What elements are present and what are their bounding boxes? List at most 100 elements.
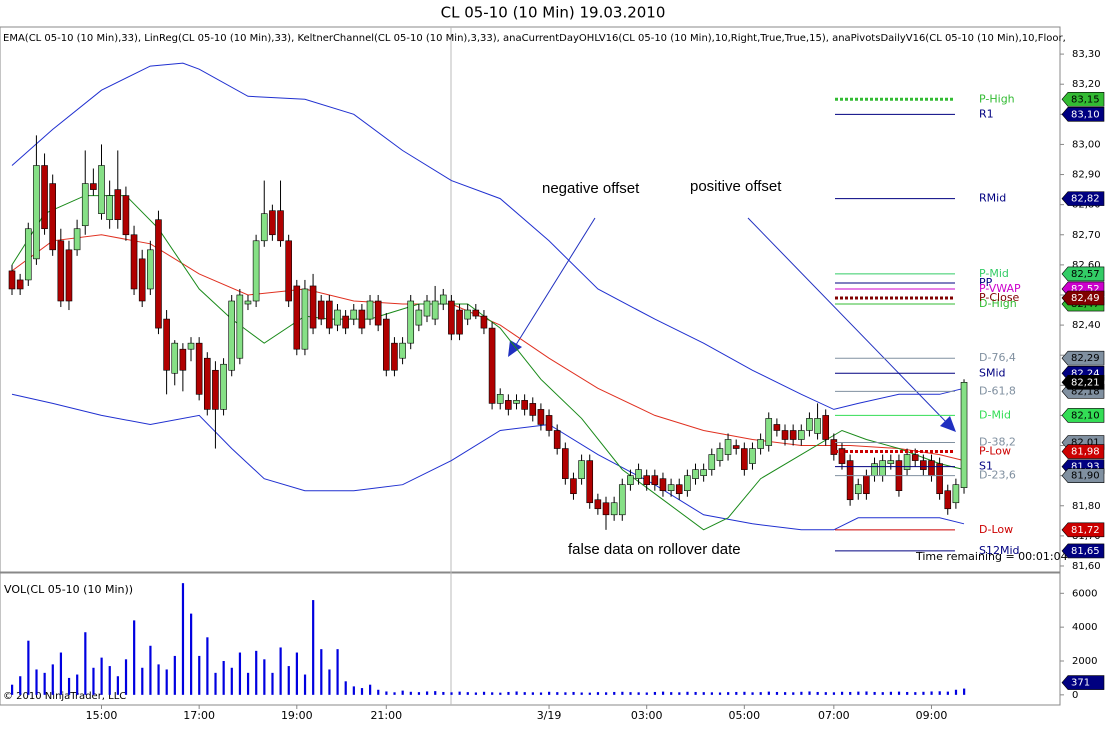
price-tag-label: 83,10 xyxy=(1071,109,1100,120)
candle-body xyxy=(24,228,32,281)
volume-bar xyxy=(613,691,616,695)
volume-bar xyxy=(767,691,770,695)
volume-bar xyxy=(360,688,364,695)
volume-bar xyxy=(727,692,730,695)
candle-body xyxy=(529,403,537,416)
candle-body xyxy=(212,369,219,410)
candle-body xyxy=(358,309,366,329)
candle-body xyxy=(138,258,146,302)
volume-bar xyxy=(181,583,185,695)
volume-bar xyxy=(784,692,787,695)
y-tick-label: 81,80 xyxy=(1072,501,1101,512)
pivot-name: RMid xyxy=(979,192,1006,205)
last-price-tag-label: 82,21 xyxy=(1071,377,1100,388)
candle-body xyxy=(334,309,341,326)
candle-body xyxy=(285,240,292,302)
candle-body xyxy=(741,448,748,470)
candle-body xyxy=(952,484,960,504)
volume-bar xyxy=(190,613,193,695)
price-tag-label: 81,65 xyxy=(1071,546,1100,557)
volume-bar xyxy=(92,667,95,695)
volume-bar xyxy=(670,692,673,695)
volume-bar xyxy=(100,657,103,695)
candle-body xyxy=(513,400,520,404)
volume-bar xyxy=(661,691,665,695)
volume-bar xyxy=(539,692,543,695)
candle-body xyxy=(187,342,195,350)
candle-body xyxy=(545,415,553,431)
x-tick-label: 09:00 xyxy=(916,709,948,722)
volume-bar xyxy=(59,652,63,695)
price-tag xyxy=(1061,91,1105,107)
candle-body xyxy=(464,309,471,320)
arrow-head xyxy=(508,340,522,357)
candle-body xyxy=(675,484,683,495)
candle-body xyxy=(562,448,569,479)
volume-bar xyxy=(523,692,526,695)
volume-bar xyxy=(889,691,892,695)
volume-tag xyxy=(1061,675,1105,690)
volume-bar xyxy=(450,692,453,695)
indicator-line xyxy=(11,62,965,410)
volume-bar xyxy=(588,692,591,695)
price-tag xyxy=(1061,290,1105,306)
volume-bar xyxy=(482,691,486,695)
chart-title: CL 05-10 (10 Min) 19.03.2010 xyxy=(441,4,666,22)
annotation: positive offset xyxy=(690,178,782,195)
candle-body xyxy=(773,424,781,431)
candle-body xyxy=(578,460,585,479)
volume-bar xyxy=(637,692,640,695)
candle-body xyxy=(155,219,162,329)
volume-bar xyxy=(238,652,242,695)
candle-body xyxy=(130,234,138,290)
indicator-line xyxy=(11,393,965,531)
pivot-name: P-Low xyxy=(979,445,1011,458)
volume-bar xyxy=(328,669,331,695)
volume-bar xyxy=(108,666,111,695)
candle-body xyxy=(814,418,821,434)
volume-bar xyxy=(222,661,225,695)
price-tag xyxy=(1061,444,1105,459)
price-tag-label: 82,10 xyxy=(1071,410,1100,421)
pivot-name: S12Mid xyxy=(979,544,1020,557)
volume-bar xyxy=(930,691,933,695)
last-price-tag xyxy=(1061,375,1105,390)
candle-body xyxy=(610,502,618,516)
y-tick-label: 2000 xyxy=(1072,656,1097,667)
candle-body xyxy=(407,300,415,344)
pivot-name: P-VWAP xyxy=(979,282,1021,295)
volume-bar xyxy=(710,692,713,695)
volume-bar xyxy=(67,677,71,695)
candle-body xyxy=(439,294,447,305)
volume-bar xyxy=(312,600,315,695)
volume-bar xyxy=(214,672,217,695)
volume-bar xyxy=(246,672,250,695)
pivot-name: D-38,2 xyxy=(979,436,1016,449)
candle-body xyxy=(195,342,203,395)
volume-bar xyxy=(393,692,396,695)
volume-bar xyxy=(840,691,844,695)
candle-body xyxy=(431,300,439,320)
volume-bar xyxy=(434,691,437,695)
candle-body xyxy=(911,454,919,461)
volume-bar xyxy=(116,676,119,695)
candle-body xyxy=(944,490,952,510)
volume-bar xyxy=(808,691,811,695)
volume-bar xyxy=(531,692,534,695)
volume-bar xyxy=(157,664,160,695)
price-tag xyxy=(1061,350,1105,366)
candle-body xyxy=(627,475,634,485)
volume-bar xyxy=(515,691,518,695)
y-tick-label: 0 xyxy=(1072,690,1078,701)
volume-bar xyxy=(165,669,168,695)
price-tag-label: 82,18 xyxy=(1071,386,1100,397)
price-tag-label: 81,93 xyxy=(1071,462,1100,473)
candle-body xyxy=(57,240,65,302)
x-tick-label: 03:00 xyxy=(631,709,663,722)
candle-body xyxy=(936,463,943,495)
candle-body xyxy=(651,475,659,485)
price-tag-label: 81,98 xyxy=(1071,447,1100,458)
volume-bar xyxy=(133,620,136,695)
candle-body xyxy=(472,309,480,317)
